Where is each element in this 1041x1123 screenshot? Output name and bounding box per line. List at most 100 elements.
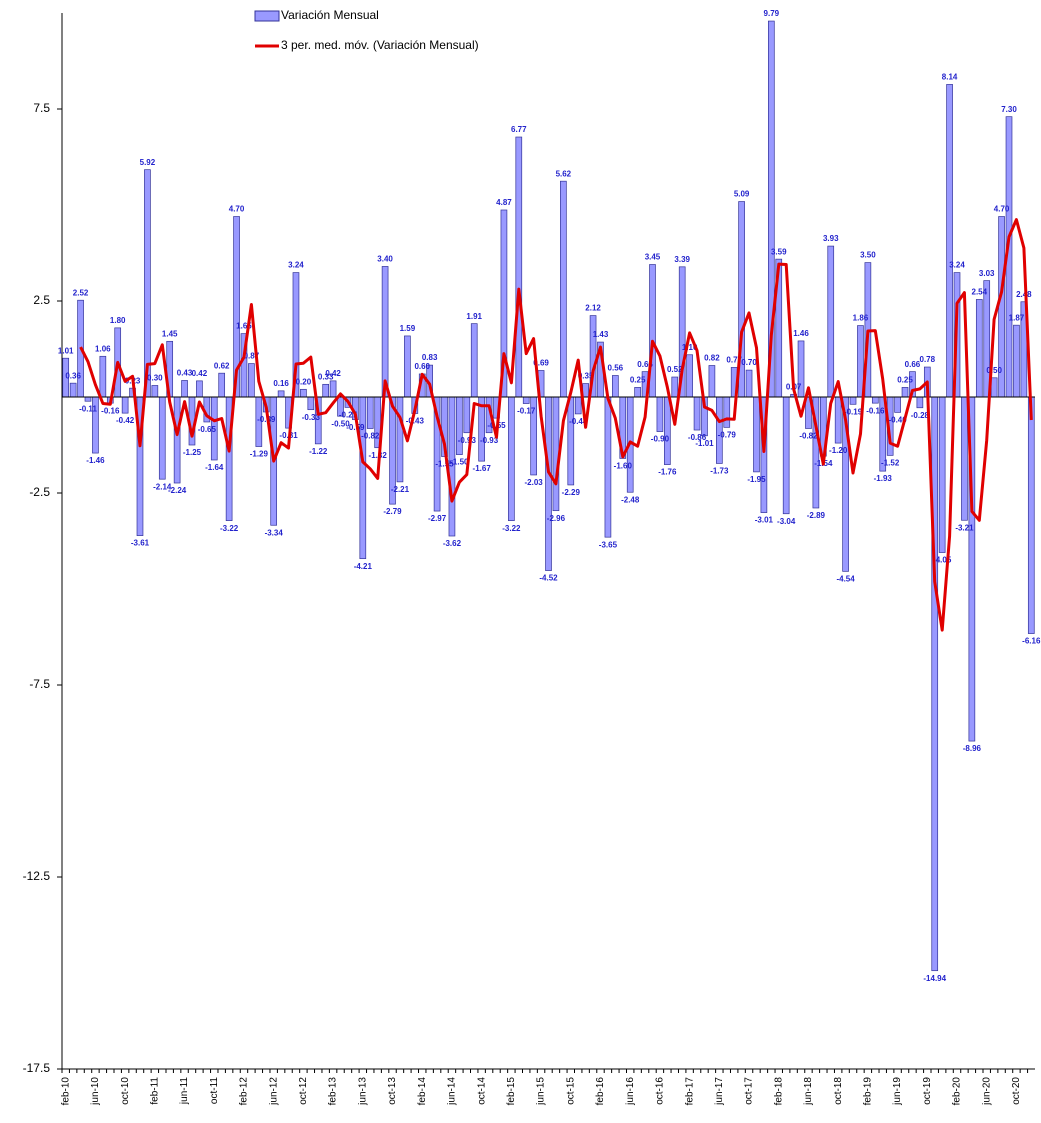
bar (983, 280, 991, 398)
data-label: -3.22 (502, 524, 521, 533)
data-label: 1.86 (853, 314, 869, 323)
data-label: 2.48 (1016, 290, 1032, 299)
bar (99, 355, 107, 398)
x-tick-label: feb-18 (773, 1077, 784, 1106)
bar (871, 396, 879, 404)
bar (560, 180, 567, 398)
data-label: 1.91 (466, 312, 482, 321)
bar (329, 380, 337, 398)
data-label: -1.22 (309, 447, 328, 456)
data-label: 2.52 (73, 288, 89, 297)
data-label: -0.86 (688, 433, 707, 442)
data-label: 4.87 (496, 198, 512, 207)
data-label: 3.93 (823, 234, 839, 243)
data-label: 4.70 (994, 205, 1010, 214)
bar (574, 396, 582, 415)
bar (322, 383, 329, 398)
data-label: 3.45 (645, 253, 661, 262)
bar (753, 396, 760, 473)
data-label: -0.11 (79, 404, 97, 413)
data-label: -1.25 (183, 448, 202, 457)
data-label: 8.14 (942, 73, 958, 82)
data-label: 0.43 (177, 369, 193, 378)
data-label: 4.70 (229, 205, 245, 214)
data-label: 1.01 (58, 346, 74, 355)
data-label: 1.80 (110, 316, 126, 325)
data-label: -4.05 (933, 556, 952, 565)
data-label: -0.79 (718, 430, 737, 439)
x-tick-label: feb-16 (595, 1077, 606, 1106)
data-label: -0.44 (569, 417, 588, 426)
x-tick-label: oct-20 (1011, 1077, 1022, 1105)
x-tick-label: oct-11 (209, 1077, 220, 1104)
x-tick-label: feb-17 (684, 1077, 695, 1106)
bar (515, 136, 523, 398)
bar (300, 388, 307, 398)
data-label: -0.93 (458, 436, 477, 445)
data-label: 5.62 (556, 169, 572, 178)
data-label: -0.50 (331, 419, 350, 428)
x-tick-label: oct-12 (298, 1077, 309, 1105)
data-label: -1.67 (473, 464, 492, 473)
data-label: -2.29 (562, 488, 581, 497)
data-label: 0.87 (244, 352, 260, 361)
data-label: -2.14 (153, 482, 172, 491)
data-label: -14.94 (923, 974, 946, 983)
bar (782, 396, 790, 515)
data-label: 0.82 (704, 354, 720, 363)
data-label: -1.55 (435, 460, 454, 469)
data-label: -0.59 (346, 423, 365, 432)
data-label: 0.42 (325, 369, 341, 378)
data-label: 5.92 (140, 158, 156, 167)
x-tick-label: oct-14 (476, 1077, 487, 1105)
bar (508, 396, 515, 521)
bar (248, 363, 255, 398)
y-tick-label: 2.5 (33, 293, 50, 307)
bar (567, 396, 575, 486)
x-tick-label: oct-19 (922, 1077, 933, 1105)
bar (849, 396, 857, 405)
data-label: -0.93 (480, 436, 499, 445)
x-tick-label: jun-13 (357, 1077, 368, 1106)
x-tick-label: oct-10 (120, 1077, 131, 1105)
data-label: 0.60 (414, 362, 430, 371)
data-label: 0.35 (578, 372, 594, 381)
data-label: -2.48 (621, 495, 640, 504)
data-label: -0.33 (302, 413, 321, 422)
bar (723, 396, 731, 428)
legend-label: Variación Mensual (281, 8, 379, 22)
bar (381, 266, 389, 398)
data-label: -1.73 (710, 467, 729, 476)
data-label: -2.21 (391, 485, 410, 494)
x-tick-label: feb-10 (60, 1077, 71, 1106)
data-label: -2.89 (807, 511, 826, 520)
bar (196, 380, 203, 398)
data-label: 2.12 (585, 304, 601, 313)
data-label: -3.61 (131, 539, 150, 548)
data-label: -0.17 (517, 407, 536, 416)
bar (671, 376, 679, 398)
data-label: 0.77 (726, 356, 742, 365)
data-label: 1.59 (400, 324, 416, 333)
data-label: 0.66 (637, 360, 653, 369)
bar (975, 299, 983, 398)
x-tick-label: oct-17 (744, 1077, 755, 1105)
data-label: -6.16 (1022, 637, 1041, 646)
data-label: -0.42 (116, 416, 135, 425)
y-tick-label: -17.5 (23, 1061, 51, 1075)
bar (708, 365, 716, 398)
x-tick-label: jun-14 (447, 1077, 458, 1106)
data-label: -3.62 (443, 539, 462, 548)
x-tick-label: feb-15 (506, 1077, 517, 1106)
bar (834, 396, 842, 444)
data-label: -1.76 (658, 468, 677, 477)
data-label: -0.43 (406, 417, 425, 426)
data-label: -1.95 (747, 475, 766, 484)
data-label: -1.01 (695, 439, 714, 448)
x-tick-label: jun-12 (268, 1077, 279, 1106)
data-label: -0.65 (198, 425, 217, 434)
bar (218, 372, 226, 398)
bar (396, 396, 404, 483)
data-label: 3.03 (979, 269, 995, 278)
y-tick-label: -2.5 (29, 485, 50, 499)
